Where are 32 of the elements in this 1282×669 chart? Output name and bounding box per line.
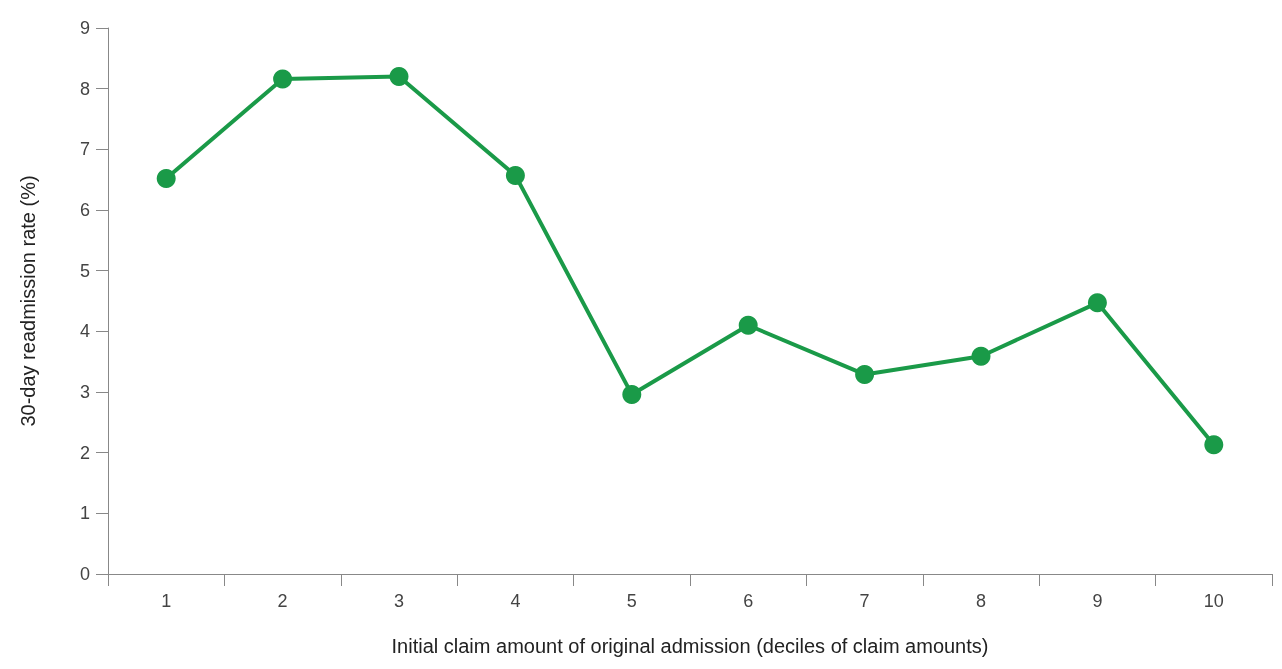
x-tick-label: 4 (510, 591, 521, 611)
point (273, 69, 293, 89)
x-tick-label: 10 (1203, 591, 1224, 611)
x-tick-label: 2 (277, 591, 288, 611)
point (505, 165, 525, 185)
point (1087, 293, 1107, 313)
y-tick-label: 9 (79, 18, 90, 38)
point (622, 384, 642, 404)
y-tick-label: 7 (79, 139, 90, 160)
point (971, 346, 991, 366)
y-axis-title: 30-day readmission rate (%) (17, 175, 39, 427)
y-tick-label: 4 (79, 321, 90, 342)
y-tick-label: 2 (79, 442, 90, 463)
x-tick-label: 6 (743, 591, 754, 611)
point (156, 168, 176, 188)
y-tick-label: 0 (79, 564, 90, 584)
point (1204, 435, 1224, 455)
x-axis-title: Initial claim amount of original admission (deciles of claim amounts) (391, 635, 989, 657)
y-tick-label: 3 (79, 382, 90, 402)
x-tick-label: 5 (626, 591, 637, 611)
y-tick-label: 6 (79, 200, 90, 220)
y-tick-label: 8 (79, 78, 90, 99)
point (389, 67, 409, 87)
y-tick-label: 5 (79, 260, 90, 281)
x-tick-label: 8 (975, 591, 987, 611)
x-tick-label: 9 (1092, 591, 1103, 611)
y-tick-label: 1 (79, 503, 90, 524)
x-tick-label: 3 (393, 591, 405, 611)
point (738, 315, 758, 335)
x-tick-label: 7 (859, 591, 870, 611)
point (855, 364, 875, 384)
x-tick-label: 1 (161, 591, 172, 611)
